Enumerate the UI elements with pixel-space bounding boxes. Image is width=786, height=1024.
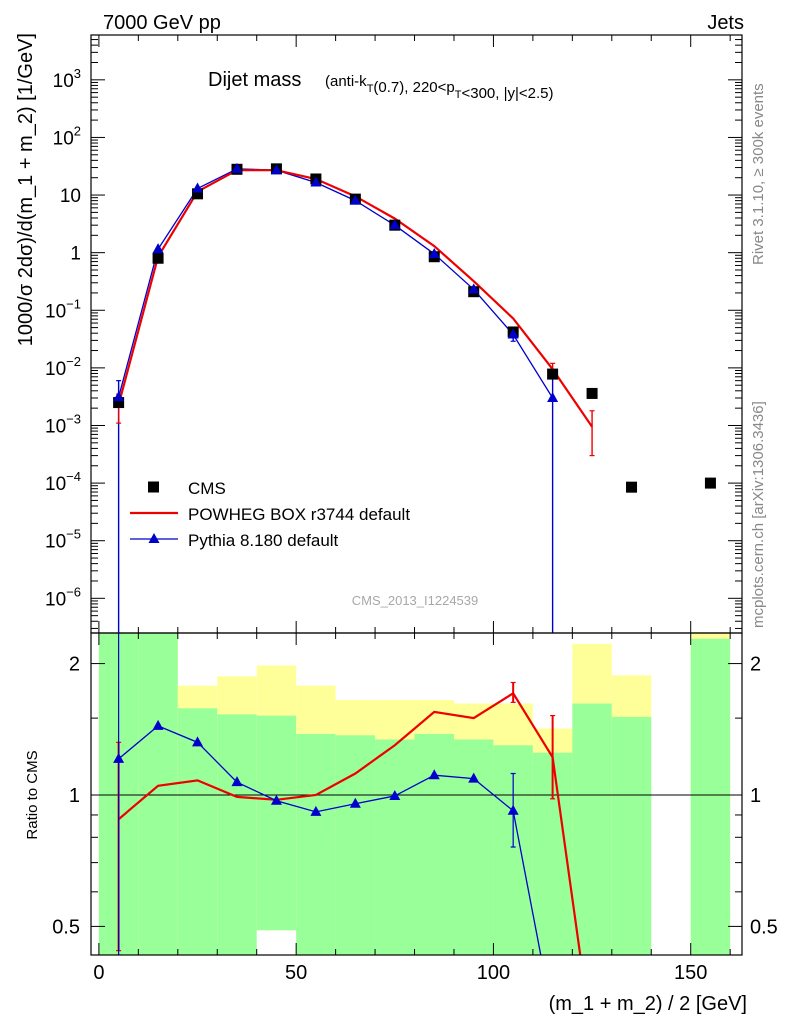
cms-data-point xyxy=(113,397,125,409)
green-band-bin xyxy=(611,716,652,955)
legend-label: Pythia 8.180 default xyxy=(188,531,339,550)
x-tick-label: 100 xyxy=(477,962,510,984)
ratio-pythia-marker xyxy=(113,752,125,763)
ratio-pythia-marker xyxy=(270,794,282,805)
title-sub: (anti-kT(0.7), 220<pT<300, |y|<2.5) xyxy=(325,73,554,102)
ratio-y-tick-label: 0.5 xyxy=(52,916,80,938)
green-band-bin xyxy=(690,638,731,955)
green-band-bin xyxy=(375,739,415,955)
title-main: Dijet mass xyxy=(208,69,301,91)
ratio-y-tick-label: 1 xyxy=(69,785,80,807)
ratio-panel-frame xyxy=(90,632,743,956)
header-right: Jets xyxy=(707,12,744,34)
pythia-marker xyxy=(349,194,361,205)
y-axis-title-ratio: Ratio to CMS xyxy=(24,750,41,839)
green-band-bin xyxy=(572,703,612,955)
green-band-bin xyxy=(414,733,454,955)
pythia-marker xyxy=(547,391,559,402)
side-label-mcplots: mcplots.cern.ch [arXiv:1306.3436] xyxy=(750,401,767,628)
green-band-bin xyxy=(296,733,336,955)
y-tick-label: 102 xyxy=(53,123,81,149)
pythia-marker xyxy=(428,247,440,258)
ratio-lines xyxy=(91,633,742,955)
cms-data-point xyxy=(547,368,559,380)
main-panel-content xyxy=(113,162,716,633)
pythia-marker xyxy=(192,182,204,193)
pythia-marker xyxy=(231,162,243,173)
pythia-marker xyxy=(468,283,480,294)
ratio-y-tick-label-right: 2 xyxy=(750,654,761,676)
y-tick-label: 10 xyxy=(60,186,81,207)
ratio-y-tick-label: 2 xyxy=(69,654,80,676)
cms-data-point xyxy=(192,188,204,200)
watermark: CMS_2013_I1224539 xyxy=(352,593,479,608)
y-tick-label: 10−1 xyxy=(45,296,81,322)
side-label-rivet: Rivet 3.1.10, ≥ 300k events xyxy=(750,83,767,265)
ratio-y-tick-label-right: 1 xyxy=(750,785,761,807)
y-tick-label: 103 xyxy=(53,66,81,92)
pythia-marker xyxy=(113,391,125,402)
y-tick-label: 10−5 xyxy=(45,527,81,553)
ratio-uncertainty-bands xyxy=(98,633,731,955)
powheg-line xyxy=(117,169,593,428)
ratio-y-tick-label-right: 0.5 xyxy=(750,916,778,938)
legend-pythia-marker xyxy=(148,533,160,543)
cms-data-point xyxy=(704,477,716,489)
ratio-pythia-marker xyxy=(152,719,164,730)
ratio-pythia-marker xyxy=(349,797,361,808)
ratio-pythia-marker xyxy=(428,769,440,780)
green-band-bin xyxy=(138,633,178,955)
chart-title: Dijet mass (anti-kT(0.7), 220<pT<300, |y… xyxy=(208,69,554,102)
ratio-pythia-marker xyxy=(507,804,519,815)
pythia-marker xyxy=(310,176,322,187)
legend-cms-marker xyxy=(148,481,159,493)
pythia-marker xyxy=(270,164,282,175)
header-left: 7000 GeV pp xyxy=(103,12,221,34)
legend-label: POWHEG BOX r3744 default xyxy=(188,505,410,524)
cms-data-point xyxy=(626,481,638,493)
ratio-pythia-marker xyxy=(192,736,204,747)
cms-data-point xyxy=(152,252,164,264)
x-axis-title: (m_1 + m_2) / 2 [GeV] xyxy=(549,993,747,1015)
green-band-bin xyxy=(335,735,376,955)
y-tick-label: 10−4 xyxy=(45,469,81,495)
pythia-marker xyxy=(389,219,401,230)
y-tick-label: 1 xyxy=(70,244,81,265)
pythia-marker xyxy=(507,328,519,339)
x-tick-label: 150 xyxy=(674,962,707,984)
cms-data-point xyxy=(586,387,598,399)
ratio-pythia-marker xyxy=(310,805,322,816)
pythia-line xyxy=(117,168,554,399)
y-tick-label: 10−6 xyxy=(45,584,81,610)
x-tick-label: 50 xyxy=(285,962,307,984)
axis-ticks: 0 50 100 150 10−6 10−5 10−4 10−3 10−2 10−1 1 10 102 1… xyxy=(45,34,778,984)
green-band-bin xyxy=(177,708,218,955)
legend-label: CMS xyxy=(188,479,226,498)
ratio-pythia-marker xyxy=(389,789,401,800)
x-tick-label: 0 xyxy=(93,962,104,984)
green-band-bin xyxy=(256,715,297,931)
ratio-line-pythia xyxy=(118,725,542,955)
legend: CMS POWHEG BOX r3744 default Pythia 8.180 … xyxy=(130,479,410,550)
green-band-bin xyxy=(217,714,257,955)
y-tick-label: 10−2 xyxy=(45,354,81,380)
ratio-pythia-marker xyxy=(468,772,480,783)
y-tick-label: 10−3 xyxy=(45,411,81,437)
pythia-marker xyxy=(152,243,164,254)
green-band-bin xyxy=(453,739,494,955)
ratio-pythia-marker xyxy=(231,776,243,787)
y-axis-title-main: 1000/σ 2dσ)/d(m_1 + m_2) [1/GeV] xyxy=(15,33,37,346)
